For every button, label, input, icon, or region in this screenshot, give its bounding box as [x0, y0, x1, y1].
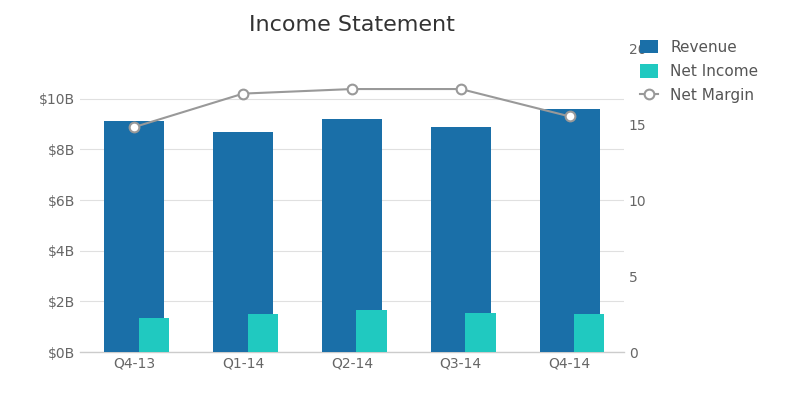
Line: Net Margin: Net Margin [130, 84, 574, 132]
Bar [465, 313, 496, 352]
Net Margin [238, 91, 248, 96]
Bar [214, 132, 273, 352]
Bar [540, 109, 599, 352]
Net Margin [130, 125, 139, 130]
Bar [105, 122, 164, 352]
Bar [431, 126, 490, 352]
Net Margin [347, 87, 357, 92]
Net Margin [456, 87, 466, 92]
Bar [356, 310, 387, 352]
Bar [138, 318, 170, 352]
Bar [574, 314, 605, 352]
Bar [322, 119, 382, 352]
Legend: Revenue, Net Income, Net Margin: Revenue, Net Income, Net Margin [640, 40, 758, 103]
Net Margin [565, 114, 574, 119]
Title: Income Statement: Income Statement [249, 15, 455, 35]
Bar [247, 314, 278, 352]
